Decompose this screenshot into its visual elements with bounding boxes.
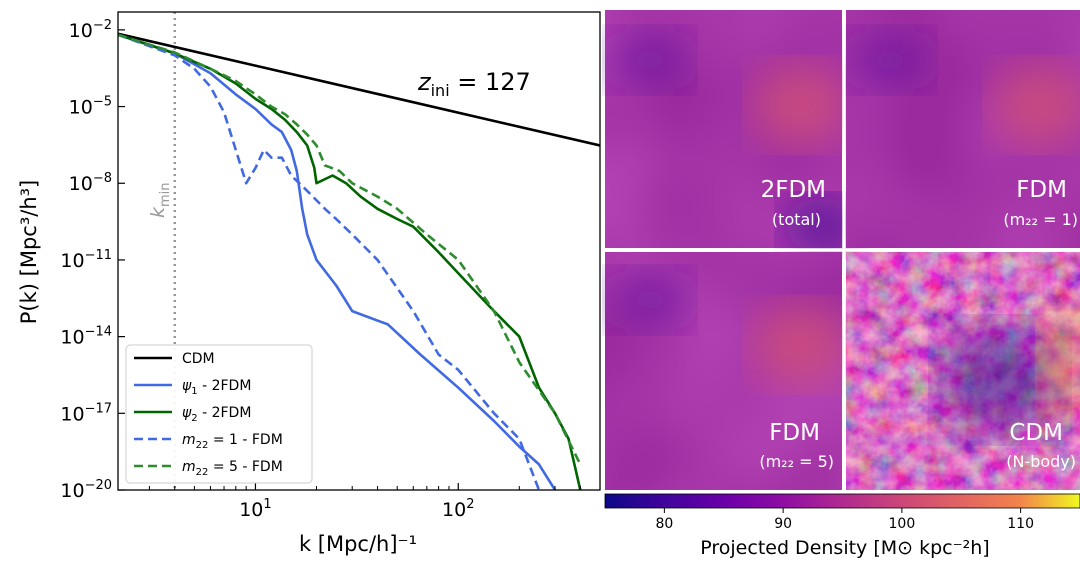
panel-subtitle: (m₂₂ = 5) [759, 452, 834, 471]
kmin-label: kmin [147, 182, 173, 218]
legend-label: m22 = 5 - FDM [182, 459, 283, 478]
y-axis-label: P(k) [Mpc³/h³] [17, 180, 41, 325]
tick-layer: 101 102 10−2 10−5 10−8 10−11 10−14 10−17 10−20 [60, 18, 601, 521]
colorbar-label: Projected Density [M⊙ kpc⁻²h] [700, 537, 989, 559]
series-line-3 [118, 33, 582, 490]
legend: CDM ψ1 - 2FDM ψ2 - 2FDM m22 = 1 - FDM m22 = … [125, 344, 313, 484]
panel-cdm-nbody: CDM (N-body) [846, 252, 1080, 490]
x-tick-label: 102 [442, 497, 474, 521]
y-tick-label: 10−20 [60, 478, 112, 502]
y-tick-label: 10−8 [69, 171, 112, 195]
colorbar: 80 90 100 110 Projected Density [M⊙ kpc⁻²h] [604, 493, 1080, 559]
y-tick-label: 10−17 [60, 401, 112, 425]
colorbar-gradient [604, 493, 1080, 509]
annotation-z-ini: zini = 127 [417, 68, 531, 100]
panel-2fdm-total: 2FDM (total) [605, 10, 862, 253]
plot-frame [117, 11, 601, 491]
y-tick-label: 10−11 [60, 248, 112, 272]
panel-fdm-m22-5: FDM (m₂₂ = 5) [605, 252, 848, 490]
density-panels: 2FDM (total) FDM (m₂₂ = 1) FDM (m₂₂ = 5)… [605, 10, 1080, 490]
colorbar-tick-label: 100 [889, 516, 916, 532]
colorbar-tick-label: 90 [774, 516, 792, 532]
series-line-4 [118, 33, 541, 490]
panel-title: CDM [1009, 420, 1063, 446]
panel-title: FDM [769, 420, 820, 446]
series-line-2 [118, 33, 557, 490]
series-line-5 [118, 33, 582, 465]
panel-subtitle: (N-body) [1006, 452, 1076, 471]
colorbar-tick-label: 80 [655, 516, 673, 532]
power-spectrum-plot: 101 102 10−2 10−5 10−8 10−11 10−14 10−17 10−20 z… [17, 11, 601, 556]
panel-subtitle: (total) [772, 210, 821, 229]
y-tick-label: 10−14 [60, 325, 112, 349]
colorbar-ticks: 80 90 100 110 [655, 508, 1034, 532]
x-tick-label: 101 [239, 497, 271, 521]
legend-box [125, 344, 313, 484]
legend-label: m22 = 1 - FDM [182, 432, 283, 451]
panel-subtitle: (m₂₂ = 1) [1003, 210, 1078, 229]
legend-label: ψ2 - 2FDM [182, 405, 251, 424]
series-line-1 [118, 32, 600, 147]
legend-label: CDM [182, 351, 215, 367]
x-axis-label: k [Mpc/h]⁻¹ [299, 532, 417, 556]
series-layer [118, 12, 600, 490]
legend-label: ψ1 - 2FDM [182, 378, 251, 397]
y-tick-label: 10−5 [69, 95, 112, 119]
colorbar-tick-label: 110 [1007, 516, 1034, 532]
panel-fdm-m22-1: FDM (m₂₂ = 1) [846, 10, 1080, 248]
y-tick-label: 10−2 [69, 18, 112, 42]
panel-title: 2FDM [761, 177, 826, 203]
panel-title: FDM [1016, 177, 1067, 203]
